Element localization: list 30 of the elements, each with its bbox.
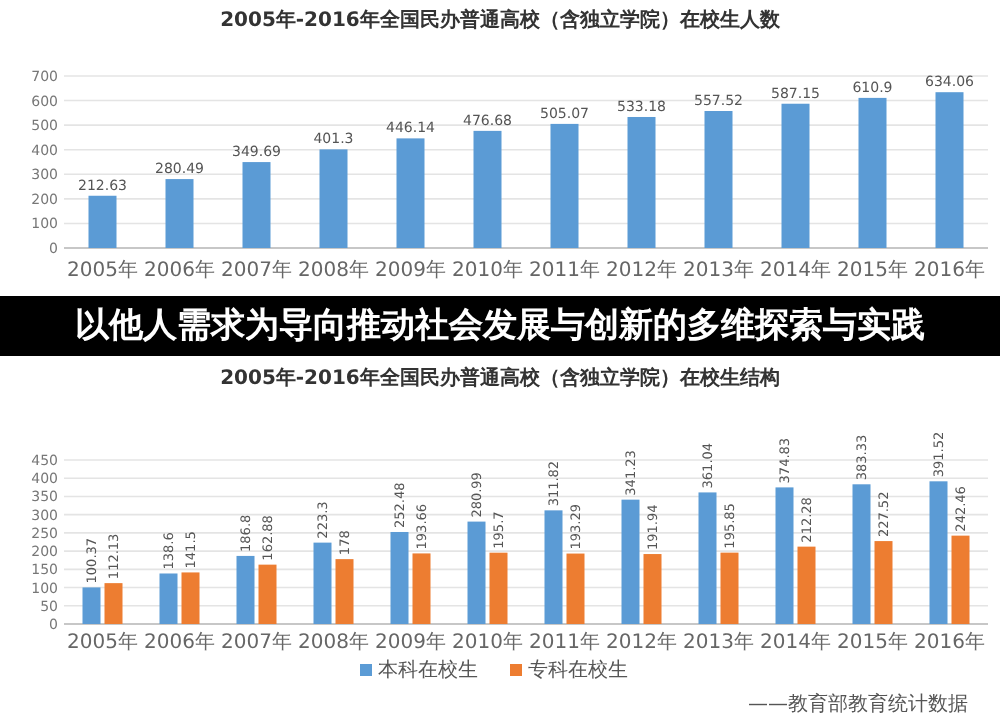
xtick: 2010年 <box>452 260 523 282</box>
xtick: 2007年 <box>221 632 292 654</box>
xtick: 2011年 <box>529 632 600 654</box>
banner: 以他人需求为导向推动社会发展与创新的多维探索与实践 <box>0 296 1000 356</box>
legend: 专科在校生 <box>528 660 628 682</box>
xtick: 2009年 <box>375 632 446 654</box>
legend: 本科在校生 <box>378 660 478 682</box>
xtick: 2016年 <box>914 632 985 654</box>
xtick: 2012年 <box>606 632 677 654</box>
xtick: 2007年 <box>221 260 292 282</box>
xtick: 2016年 <box>914 260 985 282</box>
xtick: 2005年 <box>67 632 138 654</box>
xtick: 2015年 <box>837 260 908 282</box>
xtick: 2013年 <box>683 260 754 282</box>
xtick: 2008年 <box>298 260 369 282</box>
xtick: 2006年 <box>144 632 215 654</box>
xtick: 2015年 <box>837 632 908 654</box>
xtick: 2013年 <box>683 632 754 654</box>
xtick: 2012年 <box>606 260 677 282</box>
xtick: 2005年 <box>67 260 138 282</box>
xtick: 2008年 <box>298 632 369 654</box>
xtick: 2014年 <box>760 632 831 654</box>
xtick: 2014年 <box>760 260 831 282</box>
title: 2005年-2016年全国民办普通高校（含独立学院）在校生结构 <box>220 368 780 390</box>
xtick: 2010年 <box>452 632 523 654</box>
xtick: 2006年 <box>144 260 215 282</box>
source: ——教育部教育统计数据 <box>748 694 968 716</box>
title: 2005年-2016年全国民办普通高校（含独立学院）在校生人数 <box>220 10 780 32</box>
xtick: 2011年 <box>529 260 600 282</box>
xtick: 2009年 <box>375 260 446 282</box>
